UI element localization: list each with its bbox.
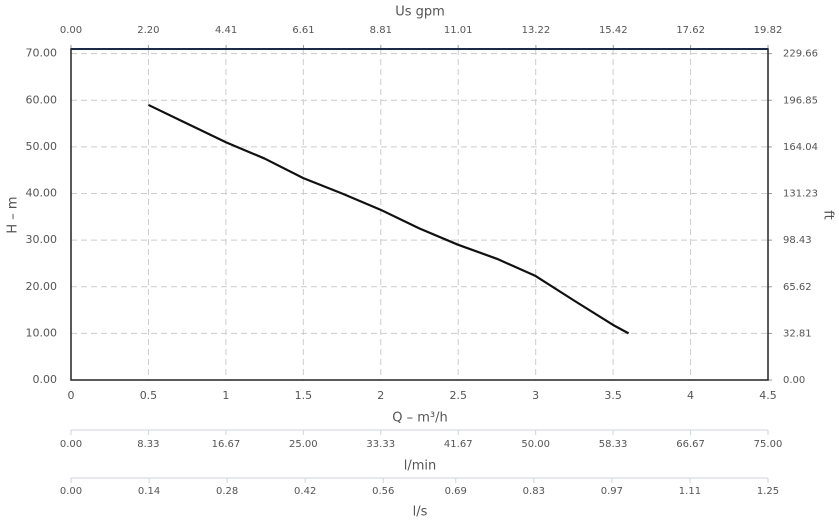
x-tick-label: 3 <box>532 389 539 402</box>
ls-axis-title: l/s <box>413 505 428 520</box>
y-tick-label: 10.00 <box>26 326 58 339</box>
y2-tick-label: 164.04 <box>783 142 818 153</box>
y2-tick-label: 98.43 <box>783 235 812 246</box>
x2-tick-label: 13.22 <box>522 25 551 36</box>
x2-tick-label: 8.81 <box>370 25 392 36</box>
y2-tick-label: 229.66 <box>783 49 818 60</box>
y2-tick-label: 0.00 <box>783 375 805 386</box>
x2-tick-label: 15.42 <box>599 25 628 36</box>
x-tick-label: 4.5 <box>759 389 777 402</box>
x2-tick-label: 11.01 <box>444 25 473 36</box>
x4-tick-label: 0.00 <box>60 486 82 497</box>
x4-tick-label: 0.14 <box>138 486 160 497</box>
y-tick-label: 20.00 <box>26 280 58 293</box>
x2-tick-label: 4.41 <box>215 25 237 36</box>
x-tick-label: 2.5 <box>449 389 467 402</box>
x2-tick-label: 19.82 <box>754 25 783 36</box>
lmin-axis-title: l/min <box>404 459 437 474</box>
x4-tick-label: 1.11 <box>679 486 701 497</box>
x4-tick-label: 0.97 <box>601 486 623 497</box>
x-tick-label: 0.5 <box>140 389 158 402</box>
top-axis-title: Us gpm <box>395 5 445 20</box>
x-axis-title: Q – m³/h <box>392 411 448 426</box>
x-tick-label: 1 <box>222 389 229 402</box>
x-tick-label: 2 <box>377 389 384 402</box>
x3-tick-label: 0.00 <box>60 439 82 450</box>
y-tick-label: 70.00 <box>26 47 58 60</box>
x4-tick-label: 0.28 <box>216 486 238 497</box>
x-tick-label: 1.5 <box>295 389 313 402</box>
y-axis-title: H – m <box>6 196 21 233</box>
plot-frame <box>70 48 769 381</box>
y2-tick-label: 32.81 <box>783 328 812 339</box>
x-tick-label: 3.5 <box>604 389 622 402</box>
y2-tick-label: 65.62 <box>783 282 812 293</box>
curve <box>147 103 630 335</box>
y-tick-label: 60.00 <box>26 93 58 106</box>
x3-tick-label: 16.67 <box>212 439 241 450</box>
x3-tick-label: 66.67 <box>676 439 705 450</box>
x3-tick-label: 75.00 <box>754 439 783 450</box>
y-tick-label: 30.00 <box>26 233 58 246</box>
x2-tick-label: 17.62 <box>676 25 705 36</box>
x4-tick-label: 0.56 <box>372 486 394 497</box>
y2-tick-label: 131.23 <box>783 189 818 200</box>
x3-tick-label: 41.67 <box>444 439 473 450</box>
y-tick-label: 0.00 <box>33 373 58 386</box>
x-tick-label: 0 <box>68 389 75 402</box>
x-tick-label: 4 <box>687 389 694 402</box>
x2-tick-label: 2.20 <box>137 25 159 36</box>
y-tick-label: 50.00 <box>26 140 58 153</box>
x4-tick-label: 0.69 <box>445 486 467 497</box>
x3-tick-label: 50.00 <box>521 439 550 450</box>
x2-tick-label: 0.00 <box>60 25 82 36</box>
x3-tick-label: 8.33 <box>137 439 159 450</box>
x4-tick-label: 0.42 <box>294 486 316 497</box>
y2-axis-title: ft <box>821 210 836 219</box>
x2-tick-label: 6.61 <box>292 25 314 36</box>
y2-tick-label: 196.85 <box>783 95 818 106</box>
x4-tick-label: 1.25 <box>757 486 779 497</box>
y-tick-label: 40.00 <box>26 187 58 200</box>
x4-tick-label: 0.83 <box>523 486 545 497</box>
x3-tick-label: 25.00 <box>289 439 318 450</box>
x3-tick-label: 33.33 <box>366 439 395 450</box>
x3-tick-label: 58.33 <box>599 439 628 450</box>
